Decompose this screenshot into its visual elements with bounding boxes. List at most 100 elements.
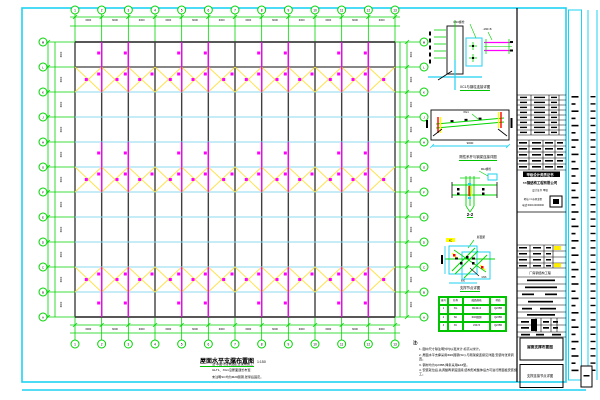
strip-mark: [590, 355, 596, 357]
d2-dim: [510, 118, 513, 128]
d4-brace: [454, 250, 479, 275]
tb-text-mark: [545, 154, 553, 156]
bay-dim: 6000: [352, 327, 358, 331]
axis-number: 2: [101, 8, 103, 12]
d4-brace: [453, 249, 487, 273]
d2-mark: [464, 118, 468, 121]
row-dim: 6000: [60, 251, 63, 257]
tb-text-mark: [546, 253, 551, 255]
tb-logo-box: [549, 195, 563, 208]
tb-text-mark: [521, 327, 529, 329]
tb-text-mark: [520, 101, 527, 104]
row-dim: 6000: [410, 276, 413, 282]
bay-dim: 6000: [192, 18, 198, 22]
brace-marker: [177, 301, 181, 305]
strip-mark: [590, 297, 596, 299]
row-dim: 6000: [60, 301, 63, 307]
dim-tick: [404, 289, 410, 295]
axis-number: 4: [154, 342, 156, 346]
axis-bubble: [177, 339, 187, 349]
axis-number: 6: [207, 342, 209, 346]
brace-marker: [150, 272, 154, 276]
material-table: 编号 名称 截面规格 材质 1 XG Φ140×4 Q235B 2 SC Φ20圆钢 Q235B 3 XC…: [438, 296, 507, 332]
row-dim: 6000: [60, 226, 63, 232]
brace-marker: [351, 278, 355, 281]
tb-highlight-cell: [554, 246, 561, 250]
row-dim: 6000: [410, 176, 413, 182]
axis-letter: H: [423, 140, 425, 144]
strip-mark: [590, 132, 596, 134]
strip-mark: [571, 132, 576, 134]
d2-mark: [478, 117, 482, 120]
d1-dim: [429, 45, 431, 50]
d4-dim-value: 600: [461, 280, 466, 283]
brace-marker: [298, 178, 302, 181]
axis-bubble: [38, 37, 48, 47]
titleblock-firm-sub1: 设计证书 甲级: [532, 189, 548, 192]
detail-label-xc1: XC1与钢柱连接详图: [459, 85, 491, 91]
tb-text-mark: [546, 247, 551, 249]
bay-dim: 6000: [245, 18, 251, 22]
row-dim: 6000: [410, 76, 413, 82]
axis-bubble: [419, 137, 429, 147]
brace-marker: [257, 72, 261, 76]
dim-tick: [404, 39, 410, 45]
brace-marker: [230, 272, 234, 276]
strip-mark: [571, 211, 579, 213]
brace-marker: [115, 78, 119, 81]
brace-marker: [275, 278, 279, 281]
tb-text-mark: [534, 116, 545, 119]
note-item: 3. 钢材均为Q235B,焊条采用E43型。: [419, 362, 470, 367]
bay-dim: 6000: [379, 327, 385, 331]
roof-brace: [314, 266, 343, 293]
plan-title-text: 屋面水平支撑布置图: [200, 359, 255, 367]
tb-text-mark: [557, 154, 563, 156]
row-dim: 6000: [410, 151, 413, 157]
note-item: 4. 安装就位后,先调整再紧固连接,结构形成整体后方可进行屋面板安装施工。: [419, 368, 517, 377]
bay-dim: 6000: [272, 327, 278, 331]
tb-text-mark: [520, 111, 527, 114]
strip-mark: [590, 153, 596, 155]
bay-dim: 6000: [325, 18, 331, 22]
roof-brace: [287, 66, 316, 93]
axis-bubble: [38, 287, 48, 297]
d4-dim: [441, 255, 443, 264]
brace-marker: [203, 151, 207, 155]
tb-text-mark: [519, 247, 527, 249]
row-dim: 6000: [60, 176, 63, 182]
d4-bolt: [466, 256, 469, 259]
brace-marker: [84, 78, 88, 81]
tb-drawing-box-1: [519, 337, 564, 361]
axis-letter: J: [423, 115, 425, 119]
brace-marker: [222, 278, 226, 281]
brace-marker: [257, 151, 261, 155]
d4-leader: [469, 267, 480, 277]
dim-tick: [72, 14, 78, 20]
tb-text-mark: [533, 247, 541, 249]
bay-dim: 6000: [112, 327, 118, 331]
tb-text-mark: [534, 96, 545, 99]
axis-letter: A: [423, 315, 425, 319]
strip-mark: [571, 340, 579, 343]
titleblock-drawing-name-2: 支撑连接节点详图: [526, 374, 554, 378]
axis-bubble: [38, 87, 48, 97]
axis-bubble: [283, 339, 293, 349]
strip-mark: [590, 103, 596, 105]
dim-tick: [232, 322, 238, 328]
tb-text-mark: [533, 253, 541, 255]
axis-bubble: [97, 5, 107, 15]
bay-dim: 6000: [325, 327, 331, 331]
axis-letter: M: [423, 40, 426, 44]
material-table-cell: Φ20圆钢: [463, 313, 490, 323]
strip-mark: [571, 276, 576, 278]
tb-text-mark: [527, 279, 555, 282]
row-dim: 6000: [60, 126, 63, 132]
brace-marker: [363, 72, 367, 76]
strip-mark: [571, 110, 579, 112]
d2-hatch: [432, 128, 443, 137]
brace-marker: [115, 278, 119, 281]
d1-dim: [429, 52, 431, 57]
strip-mark: [590, 168, 596, 170]
brace-marker: [337, 72, 341, 76]
axis-letter: E: [42, 215, 44, 219]
